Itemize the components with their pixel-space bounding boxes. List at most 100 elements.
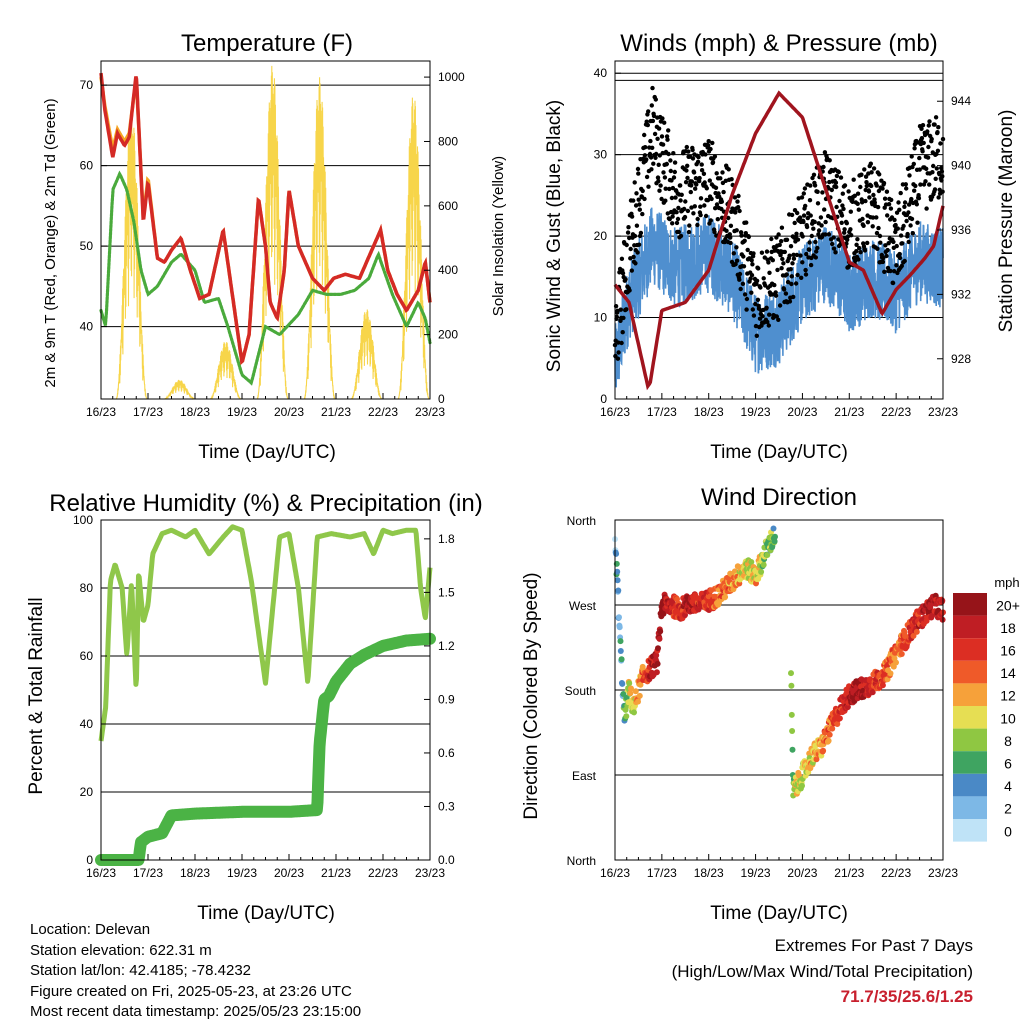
gust-point — [679, 192, 684, 197]
gust-point — [927, 119, 932, 124]
gust-point — [859, 200, 865, 205]
gust-point — [870, 215, 876, 220]
x-tick-label: 23/23 — [415, 405, 445, 419]
y2-tick-label: 932 — [951, 287, 971, 301]
gust-point — [930, 170, 935, 175]
direction-point — [898, 651, 905, 657]
latest-timestamp: Most recent data timestamp: 2025/05/23 2… — [30, 1003, 362, 1020]
gust-point — [660, 116, 665, 121]
gust-point — [695, 216, 700, 222]
x-tick-label: 17/23 — [647, 866, 677, 880]
gust-point — [766, 323, 771, 328]
x-tick-label: 19/23 — [227, 405, 257, 419]
gust-point — [852, 193, 857, 198]
gust-point — [787, 253, 792, 258]
gust-point — [744, 307, 749, 312]
gust-point — [734, 258, 740, 263]
gust-point — [907, 173, 912, 178]
gust-point — [688, 189, 693, 195]
gust-point — [803, 267, 808, 273]
direction-point — [614, 577, 621, 584]
x-tick-label: 16/23 — [86, 866, 116, 880]
direction-point — [626, 680, 633, 687]
y2-tick-label: 0.0 — [438, 853, 455, 867]
y-tick-label: 20 — [80, 785, 94, 799]
gust-point — [708, 218, 713, 223]
gust-point — [642, 153, 648, 158]
gust-point — [889, 197, 894, 203]
gust-point — [719, 199, 724, 204]
gust-point — [857, 245, 862, 251]
direction-point — [617, 638, 624, 645]
gust-point — [661, 170, 666, 175]
gust-point — [628, 256, 633, 261]
gust-point — [632, 233, 638, 239]
gust-point — [648, 155, 654, 160]
gust-point — [638, 230, 644, 236]
y2-tick-label: 0.3 — [438, 799, 455, 813]
gust-point — [779, 225, 785, 230]
gust-point — [830, 241, 835, 247]
gust-point — [851, 177, 856, 182]
gust-point — [682, 206, 687, 212]
direction-point — [770, 525, 777, 532]
gust-point — [932, 122, 937, 127]
legend-swatch — [953, 593, 987, 616]
gust-point — [713, 206, 718, 211]
gust-point — [671, 151, 676, 156]
gust-point — [636, 197, 641, 202]
figure-created: Figure created on Fri, 2025-05-23, at 23… — [30, 982, 352, 1000]
legend-swatch — [953, 773, 987, 797]
y-tick-label: 40 — [80, 717, 94, 731]
y-tick-label: 30 — [594, 148, 608, 162]
direction-point — [615, 587, 622, 594]
gust-point — [939, 165, 944, 171]
gust-point — [712, 154, 718, 159]
gust-points — [612, 85, 946, 361]
gust-point — [884, 189, 890, 194]
gust-point — [737, 208, 742, 214]
pressure-line — [613, 90, 945, 391]
gust-point — [899, 263, 904, 269]
gust-point — [656, 126, 662, 131]
extremes-title: Extremes For Past 7 Days — [774, 936, 973, 955]
gust-point — [773, 290, 778, 295]
direction-point — [734, 563, 741, 570]
gust-point — [808, 183, 813, 188]
gust-point — [698, 204, 703, 209]
legend-swatch — [953, 638, 987, 661]
gust-point — [755, 297, 761, 302]
gust-point — [913, 183, 918, 189]
legend-label: 8 — [1004, 733, 1012, 749]
legend-swatch — [953, 819, 987, 842]
gust-point — [724, 228, 729, 233]
x-tick-label: 23/23 — [928, 866, 958, 880]
gust-point — [900, 241, 905, 246]
gust-point — [676, 229, 681, 235]
x-tick-label: 22/23 — [881, 866, 911, 880]
gust-point — [795, 237, 801, 242]
direction-point — [653, 652, 660, 659]
gust-point — [898, 233, 904, 238]
direction-point — [836, 715, 843, 722]
gust-point — [624, 242, 629, 248]
gust-point — [865, 220, 871, 225]
gust-point — [647, 151, 653, 157]
gust-point — [931, 163, 936, 169]
direction-point — [637, 681, 644, 688]
gust-point — [732, 195, 738, 200]
gust-point — [659, 134, 665, 139]
gust-point — [909, 154, 914, 159]
gust-point — [821, 164, 826, 170]
legend-label: 12 — [1000, 688, 1016, 704]
direction-point — [616, 624, 623, 631]
gust-point — [855, 237, 860, 242]
gust-point — [714, 171, 719, 176]
y-tick-label: 40 — [594, 66, 608, 80]
gust-point — [684, 168, 689, 173]
direction-point — [627, 690, 634, 697]
gust-point — [869, 183, 874, 189]
gust-point — [795, 210, 800, 216]
gust-point — [914, 202, 919, 207]
